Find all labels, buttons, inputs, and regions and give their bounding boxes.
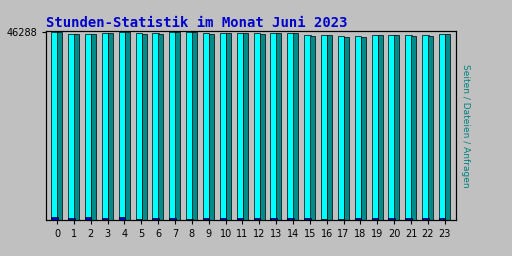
- Bar: [321, 219, 327, 220]
- Bar: [158, 34, 163, 220]
- Bar: [389, 218, 395, 220]
- Bar: [287, 218, 294, 220]
- Bar: [203, 218, 209, 220]
- Bar: [85, 217, 91, 220]
- Bar: [422, 35, 429, 220]
- Bar: [153, 33, 159, 220]
- Bar: [377, 35, 382, 220]
- Bar: [220, 218, 226, 220]
- Bar: [405, 35, 412, 220]
- Bar: [243, 33, 248, 220]
- Bar: [136, 219, 142, 220]
- Bar: [253, 218, 260, 220]
- Bar: [203, 33, 209, 220]
- Bar: [51, 32, 58, 220]
- Bar: [394, 35, 399, 220]
- Bar: [237, 33, 243, 220]
- Bar: [220, 33, 226, 220]
- Bar: [411, 36, 416, 220]
- Bar: [405, 218, 412, 220]
- Bar: [209, 34, 214, 220]
- Bar: [102, 218, 108, 220]
- Bar: [102, 33, 108, 220]
- Bar: [125, 33, 130, 220]
- Y-axis label: Seiten / Dateien / Anfragen: Seiten / Dateien / Anfragen: [461, 64, 470, 187]
- Bar: [108, 33, 113, 220]
- Bar: [327, 35, 332, 220]
- Bar: [304, 35, 310, 220]
- Bar: [344, 37, 349, 220]
- Bar: [91, 34, 96, 220]
- Bar: [355, 36, 361, 220]
- Bar: [372, 35, 378, 220]
- Bar: [74, 34, 79, 220]
- Bar: [304, 218, 310, 220]
- Bar: [321, 35, 327, 220]
- Bar: [68, 34, 75, 220]
- Bar: [192, 32, 197, 220]
- Bar: [253, 33, 260, 220]
- Bar: [270, 218, 277, 220]
- Bar: [360, 37, 366, 220]
- Bar: [287, 33, 294, 220]
- Bar: [439, 34, 445, 220]
- Bar: [226, 33, 231, 220]
- Bar: [310, 36, 315, 220]
- Bar: [136, 33, 142, 220]
- Text: Stunden-Statistik im Monat Juni 2023: Stunden-Statistik im Monat Juni 2023: [46, 16, 348, 29]
- Bar: [57, 32, 62, 220]
- Bar: [355, 218, 361, 220]
- Bar: [186, 32, 193, 220]
- Bar: [68, 218, 75, 220]
- Bar: [153, 218, 159, 220]
- Bar: [169, 32, 176, 220]
- Bar: [293, 33, 298, 220]
- Bar: [119, 217, 125, 220]
- Bar: [142, 34, 146, 220]
- Bar: [175, 32, 180, 220]
- Bar: [338, 219, 344, 220]
- Bar: [428, 36, 433, 220]
- Bar: [439, 218, 445, 220]
- Bar: [338, 36, 344, 220]
- Bar: [260, 34, 265, 220]
- Bar: [422, 218, 429, 220]
- Bar: [445, 34, 450, 220]
- Bar: [85, 34, 91, 220]
- Bar: [237, 218, 243, 220]
- Bar: [186, 219, 193, 220]
- Bar: [372, 218, 378, 220]
- Bar: [169, 218, 176, 220]
- Bar: [51, 217, 58, 220]
- Bar: [389, 35, 395, 220]
- Bar: [119, 32, 125, 220]
- Bar: [270, 33, 277, 220]
- Bar: [276, 33, 282, 220]
